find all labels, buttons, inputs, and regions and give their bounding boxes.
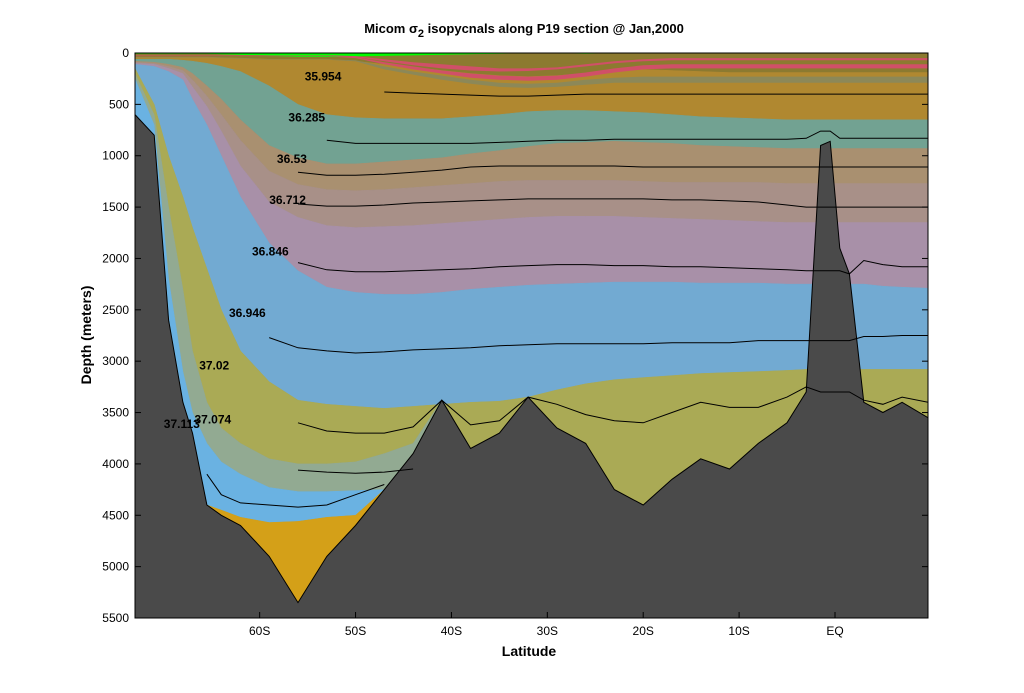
x-tick-label: 60S — [249, 624, 270, 638]
contour-label: 36.285 — [288, 111, 325, 125]
contour-label: 36.712 — [269, 193, 306, 207]
isopycnal-contours — [206, 91, 928, 508]
x-tick-label: 30S — [537, 624, 558, 638]
contour-37.113 — [206, 473, 385, 508]
thin-band-2 — [135, 57, 928, 88]
x-tick-label: 40S — [441, 624, 462, 638]
contour-label: 35.954 — [305, 70, 342, 84]
contour-label: 36.946 — [229, 306, 266, 320]
y-tick-label: 0 — [122, 46, 129, 60]
thin-bands — [135, 55, 928, 88]
y-tick-label: 1000 — [102, 149, 129, 163]
contour-36.53 — [297, 165, 928, 176]
sigma-subscript: 2 — [418, 28, 424, 40]
contour-36.712 — [297, 198, 928, 208]
x-axis-title: Latitude — [502, 643, 557, 659]
seafloor-bathymetry — [135, 113, 928, 618]
contour-label: 37.113 — [164, 417, 200, 431]
sigma-symbol: σ — [409, 21, 418, 36]
contour-label: 36.53 — [277, 152, 307, 166]
contour-labels: 35.954 36.285 36.53 36.712 36.846 36.946 37.02… — [164, 70, 342, 431]
seafloor — [135, 113, 928, 618]
contour-36.846 — [297, 259, 928, 275]
y-tick-label: 4000 — [102, 457, 129, 471]
contour-36.946 — [269, 335, 928, 354]
y-tick-label: 3500 — [102, 406, 129, 420]
y-tick-label: 5000 — [102, 560, 129, 574]
contour-37.02 — [297, 386, 928, 434]
y-axis: 0 500 1000 1500 2000 2500 3000 3500 4000 4500 5000… — [102, 46, 928, 625]
y-tick-label: 500 — [109, 97, 129, 111]
x-tick-label: EQ — [826, 624, 843, 638]
contour-35.954 — [384, 91, 928, 97]
x-tick-label: 20S — [633, 624, 654, 638]
y-tick-label: 5500 — [102, 611, 129, 625]
contour-label: 37.074 — [195, 413, 232, 427]
thin-band-1 — [135, 56, 928, 81]
contour-36.285 — [326, 130, 928, 144]
y-tick-label: 4500 — [102, 508, 129, 522]
chart-title: Micom σ2 isopycnals along P19 section @ … — [364, 21, 684, 40]
y-axis-title: Depth (meters) — [78, 286, 94, 385]
contour-label: 37.02 — [199, 358, 229, 372]
contour-37.074 — [297, 468, 414, 474]
thin-band-0 — [135, 55, 928, 72]
x-tick-label: 10S — [728, 624, 749, 638]
y-tick-label: 3000 — [102, 354, 129, 368]
x-tick-label: 50S — [345, 624, 366, 638]
plot-frame — [134, 52, 929, 619]
y-tick-label: 2500 — [102, 303, 129, 317]
x-axis: 60S 50S 40S 30S 20S 10S EQ — [249, 612, 844, 638]
y-tick-label: 1500 — [102, 200, 129, 214]
plot-area — [135, 53, 928, 618]
y-tick-label: 2000 — [102, 251, 129, 265]
contour-label: 36.846 — [252, 244, 289, 258]
